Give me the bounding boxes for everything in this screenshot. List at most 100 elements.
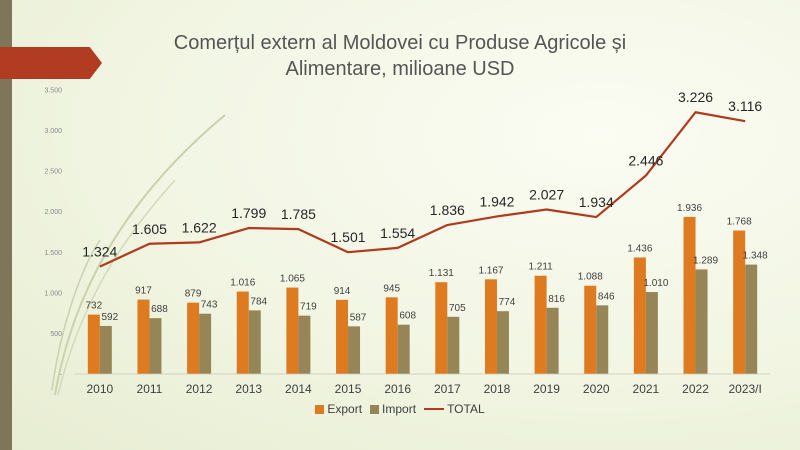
bar-export <box>633 257 646 374</box>
x-tick-label: 2020 <box>583 382 610 396</box>
x-tick-label: 2014 <box>285 382 312 396</box>
x-tick-label: 2018 <box>484 382 511 396</box>
data-label-import: 688 <box>151 304 168 315</box>
data-label-import: 592 <box>101 312 118 323</box>
data-label-import: 846 <box>598 291 615 302</box>
x-tick-label: 2017 <box>434 382 461 396</box>
bar-import <box>645 292 658 374</box>
data-label-export: 1.131 <box>429 268 454 279</box>
x-tick-label: 2011 <box>137 382 163 396</box>
legend-swatch-export <box>315 404 325 414</box>
data-label-import: 1.010 <box>643 278 668 289</box>
data-label-export: 879 <box>185 289 202 300</box>
bar-export <box>683 216 696 374</box>
bar-import <box>397 324 410 374</box>
chart-title-line-1: Comerțul extern al Moldovei cu Produse A… <box>173 32 627 54</box>
data-label-import: 743 <box>201 300 218 311</box>
data-label-import: 608 <box>399 311 416 322</box>
data-label-export: 945 <box>383 283 400 294</box>
x-tick-label: 2012 <box>186 382 213 396</box>
x-tick-label: 2023/I <box>728 382 761 396</box>
data-label-total: 1.324 <box>82 244 117 260</box>
data-label-total: 1.501 <box>331 229 366 245</box>
x-tick-label: 2019 <box>533 382 560 396</box>
bars-layer <box>87 216 758 374</box>
data-label-import: 705 <box>449 303 466 314</box>
data-label-total: 1.836 <box>430 202 465 218</box>
data-label-import: 1.348 <box>743 251 768 262</box>
data-label-export: 1.768 <box>727 217 752 228</box>
bar-export <box>137 299 150 374</box>
title-arrow-decoration <box>0 47 102 79</box>
data-label-export: 1.436 <box>627 243 652 254</box>
decorative-swooshes <box>51 114 226 396</box>
x-tick-label: 2013 <box>235 382 262 396</box>
bar-import <box>546 307 559 374</box>
data-label-total: 1.785 <box>281 206 316 222</box>
bar-export <box>236 291 249 374</box>
bar-export <box>534 275 547 374</box>
bar-import <box>695 269 708 374</box>
chart-title: Comerțul extern al Moldovei cu Produse A… <box>120 30 680 82</box>
data-label-export: 917 <box>135 286 152 297</box>
x-tick-label: 2010 <box>86 382 113 396</box>
data-label-total: 1.799 <box>231 205 266 221</box>
legend-item-export: Export <box>315 402 362 416</box>
data-label-total: 1.554 <box>380 225 415 241</box>
data-label-total: 1.605 <box>132 221 167 237</box>
bar-import <box>99 325 112 374</box>
y-tick-label: 1.000 <box>44 290 62 297</box>
bar-import <box>248 310 261 374</box>
legend-label-export: Export <box>327 402 363 416</box>
data-label-import: 816 <box>548 294 565 305</box>
bar-import <box>745 264 758 374</box>
legend-swatch-total <box>424 408 445 410</box>
data-label-total: 1.622 <box>182 219 217 235</box>
bar-export <box>385 297 398 374</box>
left-decorative-bar <box>0 0 12 450</box>
bar-import <box>199 313 212 374</box>
bar-export <box>484 279 497 374</box>
data-label-import: 774 <box>499 297 516 308</box>
x-tick-label: 2022 <box>682 382 709 396</box>
x-tick-label: 2021 <box>633 382 660 396</box>
bar-import <box>348 326 361 374</box>
data-label-total: 3.226 <box>678 89 713 105</box>
legend-item-total: TOTAL <box>424 402 485 416</box>
bar-export <box>87 314 100 374</box>
data-label-export: 914 <box>334 286 351 297</box>
data-label-import: 1.289 <box>693 255 718 266</box>
data-label-export: 1.936 <box>677 203 702 214</box>
data-label-import: 784 <box>250 296 267 307</box>
y-axis: - 500 1.000 1.500 2.000 2.500 3.000 3.500 <box>44 88 62 379</box>
x-tick-label: 2016 <box>384 382 411 396</box>
data-label-total: 1.942 <box>479 193 514 209</box>
y-tick-label: 2.500 <box>44 169 62 176</box>
data-label-import: 587 <box>350 312 367 323</box>
bar-import <box>298 315 311 374</box>
y-tick-label: 3.500 <box>44 88 62 95</box>
chart-title-line-2: Alimentare, milioane USD <box>285 58 515 80</box>
legend-swatch-import <box>370 404 380 414</box>
bar-export <box>187 302 200 374</box>
bar-import <box>496 311 509 374</box>
bar-export <box>733 230 746 374</box>
data-label-export: 1.211 <box>528 262 553 273</box>
y-tick-label: - <box>60 372 63 379</box>
bar-import <box>596 305 609 374</box>
data-label-export: 732 <box>85 301 102 312</box>
bar-import <box>447 316 460 374</box>
bar-export <box>336 299 349 374</box>
legend-label-import: Import <box>382 402 417 416</box>
data-label-export: 1.167 <box>478 265 503 276</box>
data-label-total: 2.446 <box>628 153 663 169</box>
data-label-export: 1.016 <box>230 278 255 289</box>
y-tick-label: 3.000 <box>44 128 62 135</box>
data-label-total: 3.116 <box>728 98 762 114</box>
legend-item-import: Import <box>370 402 416 416</box>
bar-export <box>584 285 597 374</box>
data-label-import: 719 <box>300 302 317 313</box>
data-label-export: 1.065 <box>280 274 305 285</box>
